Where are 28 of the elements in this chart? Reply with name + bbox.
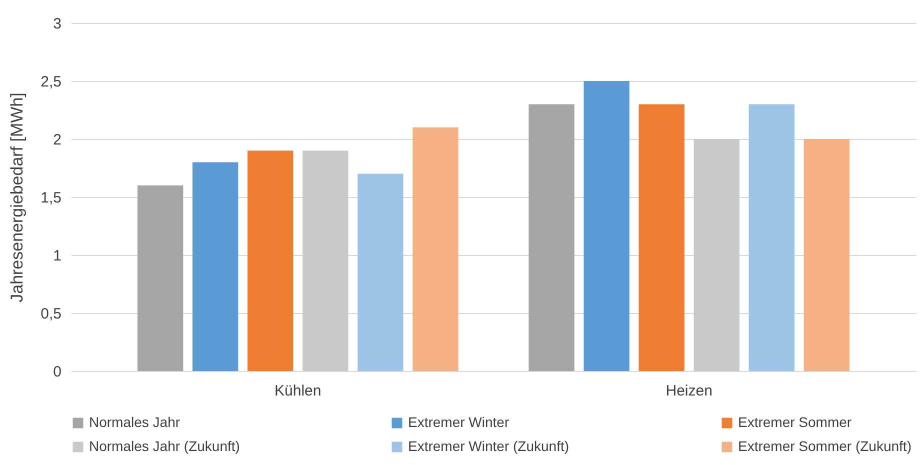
legend-label: Extremer Winter (Zukunft): [408, 438, 570, 454]
y-tick-label: 0,5: [40, 306, 62, 322]
x-tick-label: Kühlen: [274, 382, 322, 400]
legend-label: Normales Jahr: [89, 414, 180, 430]
bar: [138, 185, 184, 371]
bar: [192, 162, 238, 371]
y-tick-label: 2: [53, 132, 62, 148]
legend-label: Extremer Sommer (Zukunft): [738, 438, 912, 454]
y-tick-label: 2,5: [40, 74, 62, 90]
bar: [584, 81, 630, 371]
bar: [528, 104, 574, 371]
y-tick-label: 3: [53, 16, 62, 32]
bar: [638, 104, 684, 371]
bar: [248, 150, 294, 371]
legend-label: Extremer Winter: [408, 414, 510, 430]
legend-label: Extremer Sommer: [738, 414, 852, 430]
bar: [302, 150, 348, 371]
y-axis-title: Jahresenergiebedarf [MWh]: [8, 92, 27, 302]
bar: [748, 104, 794, 371]
bar: [694, 139, 740, 371]
x-tick-label: Heizen: [666, 382, 712, 400]
y-tick-label: 1,5: [40, 190, 62, 206]
bar: [804, 139, 850, 371]
legend-label: Normales Jahr (Zukunft): [89, 438, 240, 454]
y-tick-label: 0: [53, 364, 62, 380]
bar: [412, 127, 458, 371]
y-tick-label: 1: [53, 248, 62, 264]
bar: [358, 174, 404, 371]
